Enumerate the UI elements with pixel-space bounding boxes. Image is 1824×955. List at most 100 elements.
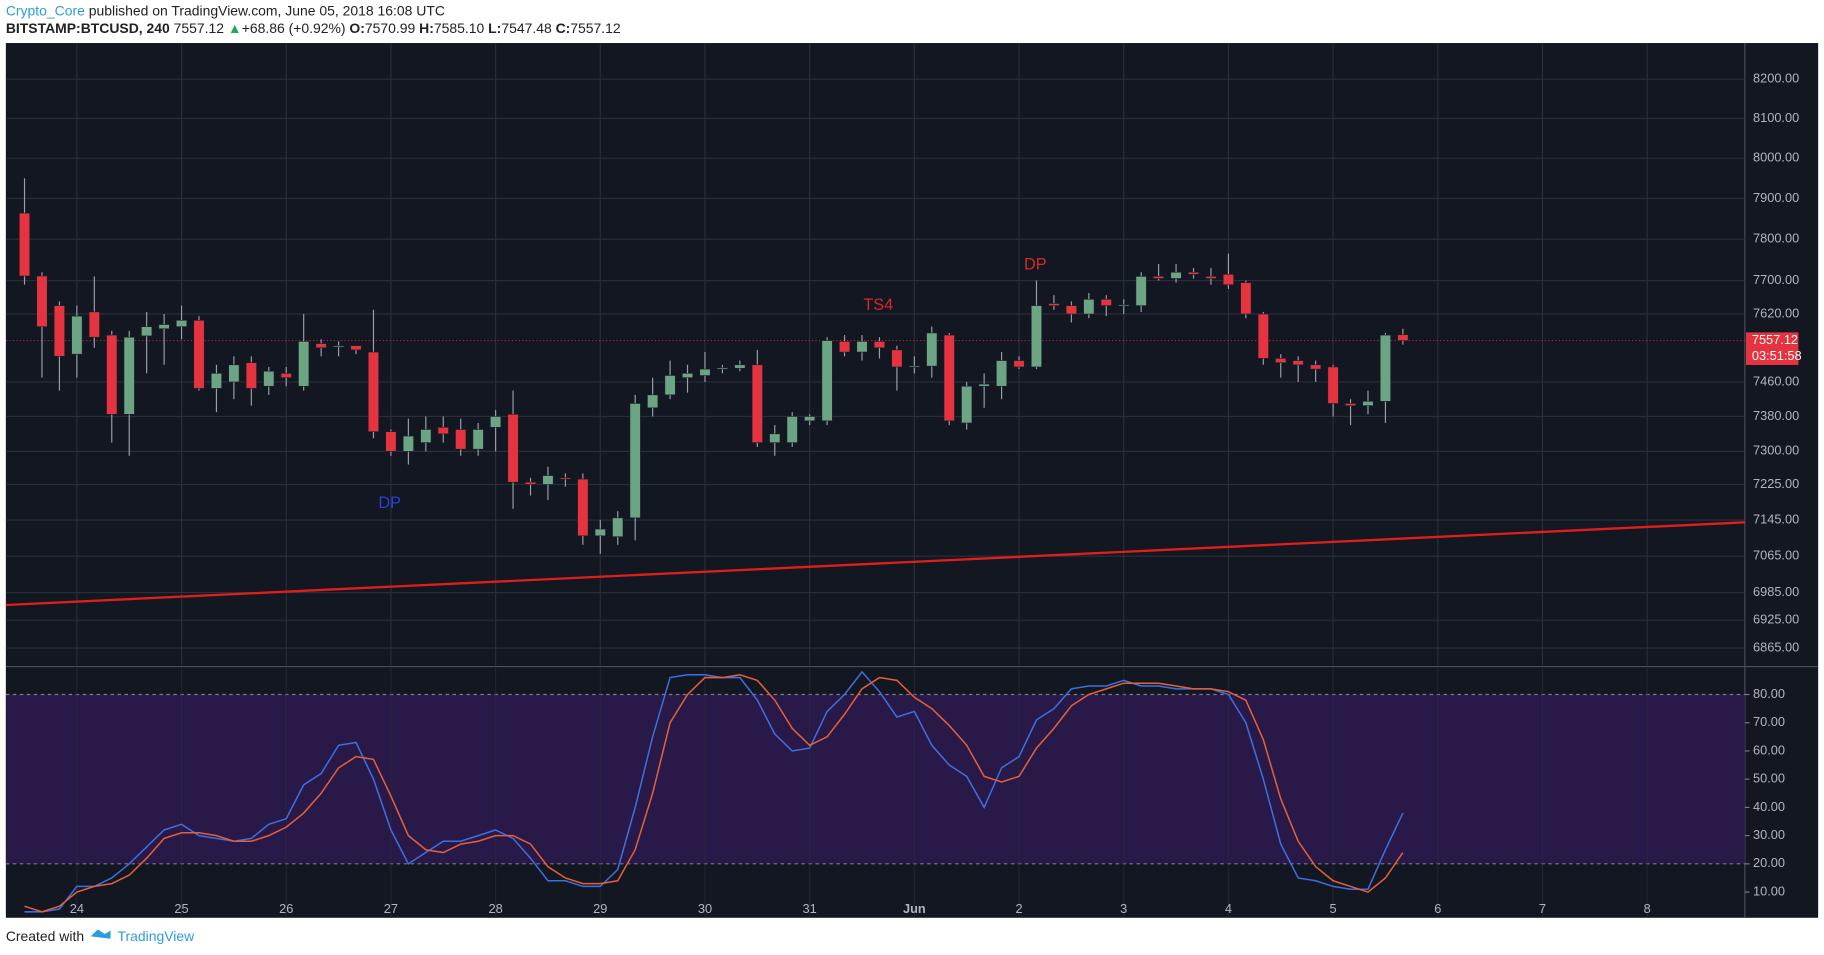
candle-body (542, 475, 554, 485)
candle-body (873, 341, 885, 349)
arrow: ▲ (228, 20, 242, 36)
candle-body (821, 340, 833, 422)
annotation: DP (378, 494, 401, 512)
l-label: L: (488, 20, 501, 36)
candle-body (1187, 271, 1200, 275)
candle-body (961, 385, 973, 424)
candle-body (699, 368, 711, 376)
candle-body (751, 364, 763, 443)
candle-body (36, 275, 48, 327)
candle-body (106, 334, 118, 415)
y-tick-label: 7620.00 (1753, 305, 1799, 320)
candle-body (1118, 304, 1130, 307)
o-label: O: (349, 20, 364, 36)
candle-body (71, 315, 83, 355)
candle-body (978, 383, 990, 387)
price: 7557.12 (174, 20, 225, 36)
x-tick-label: 4 (1225, 901, 1232, 916)
candle-body (1100, 299, 1112, 306)
candle-body (1065, 305, 1077, 315)
candle-body (926, 332, 938, 367)
footer-brand[interactable]: TradingView (118, 928, 196, 944)
candle-body (1170, 271, 1182, 279)
close: 7557.12 (570, 20, 621, 36)
candle-body (420, 429, 432, 443)
x-tick-label: 31 (803, 901, 817, 916)
x-tick-label: 7 (1539, 901, 1546, 916)
x-tick-label: 24 (70, 901, 84, 916)
last-price-box (1746, 332, 1799, 365)
candle-body (1013, 360, 1025, 368)
candle-body (210, 373, 222, 389)
candle-body (682, 373, 694, 378)
candle-body (908, 365, 920, 368)
candle-body (891, 349, 903, 368)
trendline (5, 521, 1745, 607)
y-tick-label: 8000.00 (1753, 150, 1799, 165)
low: 7547.48 (501, 20, 552, 36)
candle-body (943, 334, 955, 422)
y-tick-label: 7700.00 (1753, 272, 1799, 287)
footer-created: Created with (6, 928, 84, 944)
countdown: 03:51:58 (1752, 348, 1802, 363)
candle-body (524, 481, 537, 485)
x-tick-label: 8 (1644, 901, 1651, 916)
candle-body (315, 343, 327, 349)
candle-body (141, 326, 153, 337)
candle-body (263, 370, 275, 387)
y-tick-label: 20.00 (1753, 855, 1785, 870)
stoch-band (5, 694, 1745, 864)
candle-body (385, 431, 397, 452)
c-label: C: (556, 20, 571, 36)
y-tick-label: 6865.00 (1753, 639, 1799, 654)
candle-body (158, 324, 170, 330)
candle-body (176, 320, 188, 327)
x-tick-label: 28 (489, 901, 503, 916)
candle-body (490, 416, 502, 428)
candle-body (734, 364, 746, 369)
y-tick-label: 6925.00 (1753, 612, 1799, 627)
candle-body (612, 517, 624, 537)
candle-body (559, 477, 571, 480)
candle-body (402, 435, 414, 452)
stoch-line (24, 673, 1404, 913)
candle-body (1205, 276, 1217, 279)
candle-body (839, 341, 851, 353)
y-tick-label: 8100.00 (1753, 110, 1799, 125)
candle-body (1153, 276, 1165, 279)
candle-body (123, 336, 135, 415)
y-tick-label: 8200.00 (1753, 71, 1799, 86)
author[interactable]: Crypto_Core (6, 2, 85, 18)
candle-body (716, 367, 728, 370)
candle-body (298, 341, 310, 387)
y-tick-label: 7460.00 (1753, 373, 1799, 388)
x-tick-label: 25 (174, 901, 188, 916)
candle-body (367, 351, 380, 432)
candle-body (804, 416, 816, 422)
candle-body (577, 478, 589, 537)
y-tick-label: 7225.00 (1753, 476, 1799, 491)
y-tick-label: 7300.00 (1753, 443, 1799, 458)
symbol: BITSTAMP:BTCUSD, 240 (6, 20, 170, 36)
y-tick-label: 50.00 (1753, 771, 1785, 786)
y-tick-label: 7380.00 (1753, 408, 1799, 423)
candle-body (1310, 364, 1322, 370)
candle-body (1362, 401, 1374, 406)
y-tick-label: 7900.00 (1753, 190, 1799, 205)
annotation: TS4 (863, 296, 893, 314)
x-tick-label: 3 (1120, 901, 1127, 916)
y-tick-label: 30.00 (1753, 827, 1785, 842)
candle-body (996, 360, 1008, 387)
candle-body (1048, 303, 1060, 306)
candle-body (245, 362, 257, 389)
candle-body (1275, 358, 1287, 363)
candle-body (594, 528, 606, 537)
x-tick-label: 5 (1330, 901, 1337, 916)
x-tick-label: 26 (279, 901, 293, 916)
y-tick-label: 6985.00 (1753, 584, 1799, 599)
candle-body (1030, 305, 1043, 368)
candle-body (1222, 274, 1234, 286)
candle-body (1379, 334, 1391, 402)
candle-body (280, 373, 292, 378)
